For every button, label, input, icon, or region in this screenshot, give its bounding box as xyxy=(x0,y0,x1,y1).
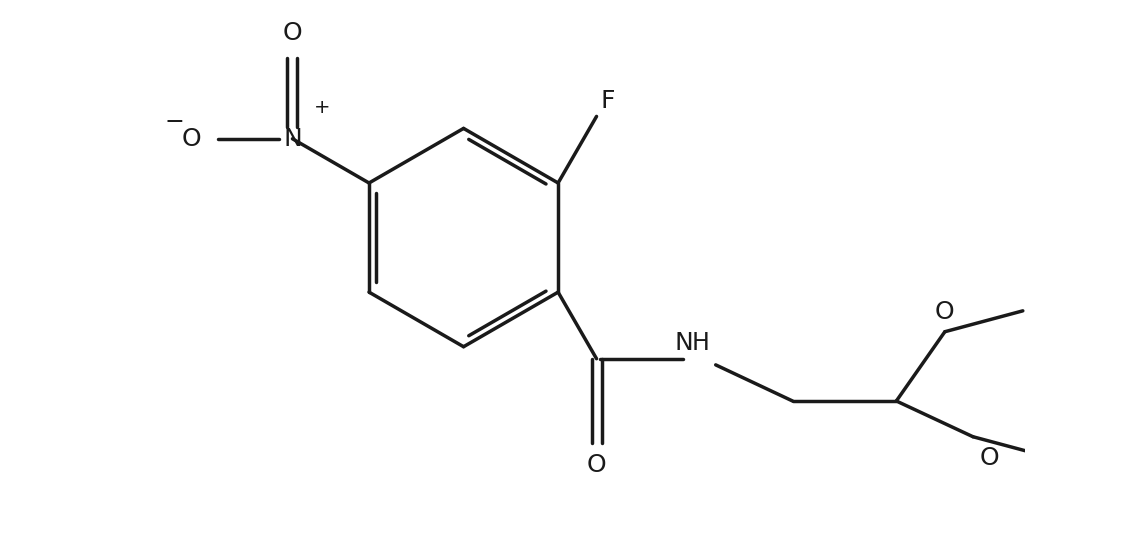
Text: O: O xyxy=(283,21,302,45)
Text: F: F xyxy=(601,88,615,113)
Text: H: H xyxy=(691,331,709,355)
Text: +: + xyxy=(314,98,330,117)
Text: −: − xyxy=(165,110,185,134)
Text: O: O xyxy=(979,446,999,470)
Text: N: N xyxy=(283,127,302,151)
Text: O: O xyxy=(935,300,955,324)
Text: O: O xyxy=(181,127,201,151)
Text: N: N xyxy=(674,331,693,355)
Text: O: O xyxy=(587,453,606,476)
